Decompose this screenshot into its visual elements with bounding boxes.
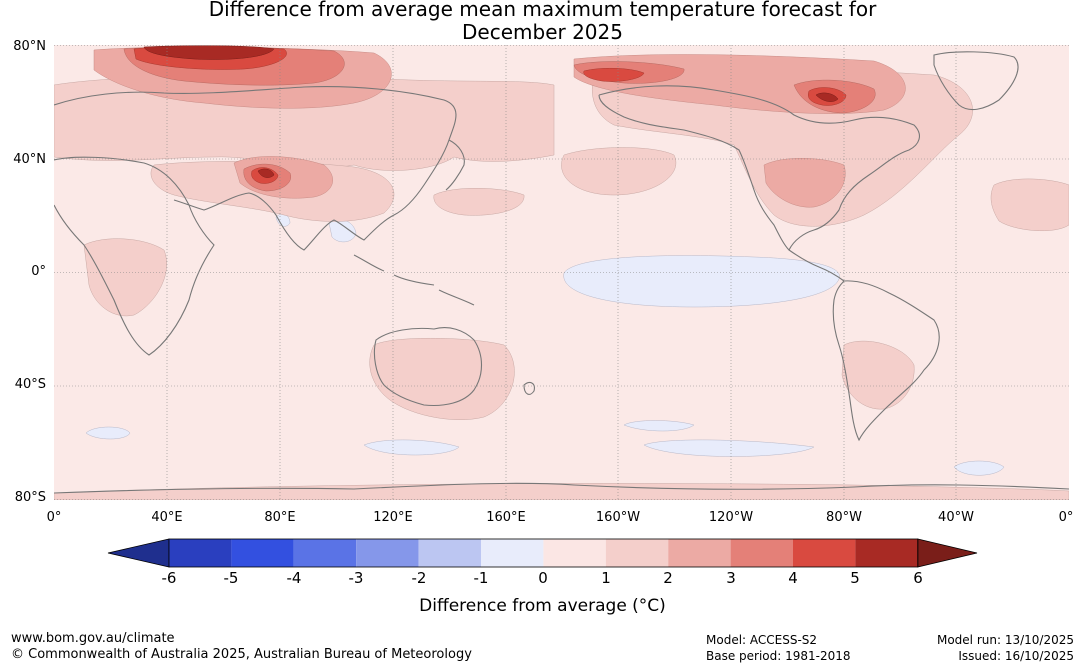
temperature-anomaly-map bbox=[54, 45, 1069, 500]
footer-copyright: © Commonwealth of Australia 2025, Austra… bbox=[11, 647, 472, 662]
lon-label-160e: 160°E bbox=[486, 510, 526, 525]
colorbar-tick: -3 bbox=[348, 569, 364, 587]
africa-light bbox=[83, 238, 167, 317]
southern-ocean-cool-patch-5 bbox=[953, 460, 1005, 476]
colorbar-extend-high bbox=[917, 538, 978, 568]
lon-label-120e: 120°E bbox=[373, 510, 413, 525]
asia-east-coastline bbox=[445, 139, 465, 191]
southern-ocean-cool-patch-2 bbox=[363, 439, 460, 456]
colorbar-segment-3-4 bbox=[730, 539, 793, 567]
southern-ocean-cool-patch-1 bbox=[85, 426, 131, 440]
colorbar bbox=[107, 538, 978, 568]
colorbar-tick: 1 bbox=[601, 569, 611, 587]
cool-anomaly-patches bbox=[85, 112, 1005, 476]
lon-label-40e: 40°E bbox=[151, 510, 183, 525]
north-america-coastline bbox=[598, 85, 920, 251]
lat-label-equator: 0° bbox=[31, 264, 46, 279]
central-america-coastline bbox=[788, 249, 845, 282]
footer-model: Model: ACCESS-S2 bbox=[706, 633, 818, 647]
graticule bbox=[54, 45, 1069, 500]
coastlines bbox=[54, 51, 1069, 494]
lat-label-40s: 40°S bbox=[14, 377, 46, 392]
colorbar-tick: 3 bbox=[726, 569, 736, 587]
colorbar-tick: -4 bbox=[286, 569, 302, 587]
map-title-line2: December 2025 bbox=[462, 20, 623, 44]
colorbar-segment-neg2-neg1 bbox=[418, 539, 481, 567]
lon-label-160w: 160°W bbox=[595, 510, 641, 525]
colorbar-segment-5-6 bbox=[855, 539, 918, 567]
lon-label-0-west: 0° bbox=[46, 510, 62, 525]
colorbar-segment-neg4-neg3 bbox=[293, 539, 357, 567]
colorbar-tick: -5 bbox=[223, 569, 239, 587]
equatorial-pacific-cool-patch bbox=[563, 255, 840, 308]
maritime-continent-coastline bbox=[353, 254, 475, 306]
colorbar-tick: 4 bbox=[788, 569, 798, 587]
colorbar-tick: -2 bbox=[411, 569, 427, 587]
north-pacific-light bbox=[561, 147, 677, 196]
colorbar-segment-neg6-neg5 bbox=[169, 539, 232, 567]
colorbar-segment-neg5-neg4 bbox=[231, 539, 294, 567]
south-america-coastline bbox=[832, 280, 940, 442]
colorbar-tick: 6 bbox=[913, 569, 923, 587]
footer-issued: Issued: 16/10/2025 bbox=[958, 649, 1074, 663]
colorbar-tick: 2 bbox=[663, 569, 673, 587]
siberia-extreme bbox=[143, 45, 275, 60]
southern-ocean-cool-patch-3 bbox=[623, 420, 695, 432]
lat-label-80n: 80°N bbox=[13, 39, 46, 54]
eurasia-coastline bbox=[54, 86, 457, 251]
hudson-bay-extreme bbox=[815, 92, 839, 102]
footer-website: www.bom.gov.au/climate bbox=[11, 631, 175, 646]
colorbar-outline bbox=[168, 538, 919, 568]
colorbar-segment-2-3 bbox=[668, 539, 731, 567]
lon-label-0-east: 0° bbox=[1058, 510, 1074, 525]
lat-label-40n: 40°N bbox=[13, 152, 46, 167]
arctic-canada-hot bbox=[583, 68, 645, 82]
colorbar-segment-neg3-neg2 bbox=[356, 539, 419, 567]
colorbar-segment-neg1-0 bbox=[481, 539, 544, 567]
map-title-line1: Difference from average mean maximum tem… bbox=[208, 0, 877, 21]
lon-label-80e: 80°E bbox=[264, 510, 296, 525]
lon-label-80w: 80°W bbox=[826, 510, 862, 525]
colorbar-segment-1-2 bbox=[605, 539, 669, 567]
central-us-medium bbox=[763, 158, 846, 208]
new-zealand-coastline bbox=[523, 382, 535, 395]
colorbar-tick: 0 bbox=[538, 569, 548, 587]
south-america-light bbox=[841, 340, 915, 410]
colorbar-segment-0-1 bbox=[543, 539, 606, 567]
greenland-coastline bbox=[933, 51, 1019, 111]
footer-model-run: Model run: 13/10/2025 bbox=[936, 633, 1074, 647]
lon-label-120w: 120°W bbox=[708, 510, 754, 525]
north-pacific-mid-light bbox=[433, 188, 525, 216]
colorbar-tick: -1 bbox=[473, 569, 489, 587]
footer-base-period: Base period: 1981-2018 bbox=[706, 649, 851, 663]
colorbar-label: Difference from average (°C) bbox=[419, 596, 666, 616]
southern-ocean-cool-patch-4 bbox=[643, 439, 815, 457]
atlantic-light bbox=[990, 178, 1069, 231]
southern-band-light bbox=[54, 483, 1069, 500]
anomaly-5-6-patches bbox=[143, 45, 839, 178]
lat-label-80s: 80°S bbox=[14, 490, 46, 505]
antarctica-coastline bbox=[54, 482, 1069, 494]
colorbar-extend-low bbox=[107, 538, 170, 568]
colorbar-segment-4-5 bbox=[793, 539, 856, 567]
lon-label-40w: 40°W bbox=[938, 510, 974, 525]
australia-coastline bbox=[373, 327, 483, 407]
tibet-extreme bbox=[257, 168, 275, 178]
colorbar-tick: 5 bbox=[850, 569, 860, 587]
africa-coastline bbox=[54, 156, 215, 356]
colorbar-tick: -6 bbox=[161, 569, 177, 587]
